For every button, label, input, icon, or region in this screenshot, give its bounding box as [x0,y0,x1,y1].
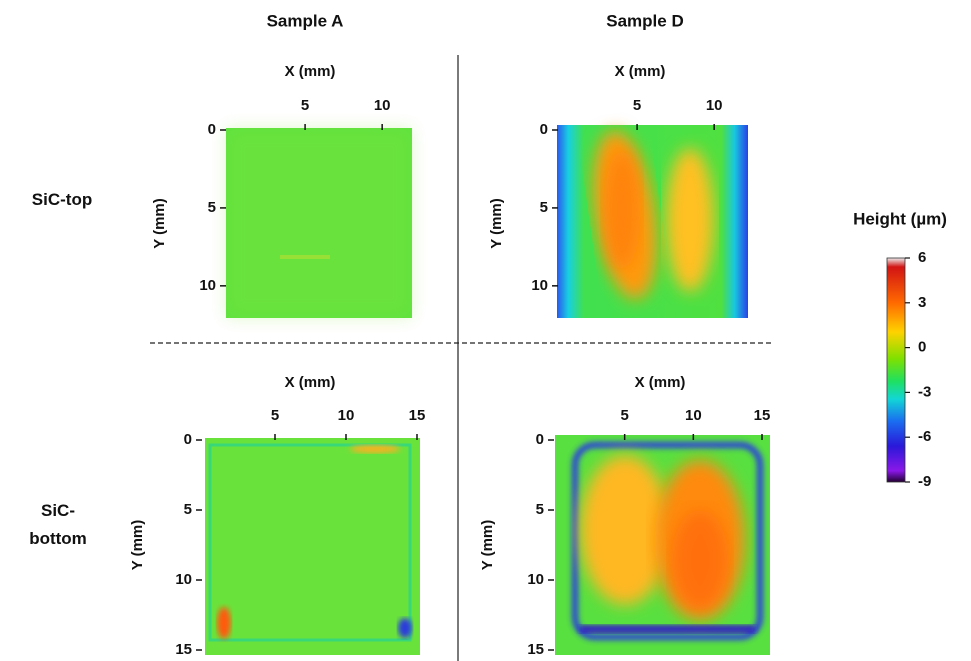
x-tick-label: 15 [754,407,771,424]
y-tick-label: 10 [199,277,216,294]
x-tick-label: 10 [338,407,355,424]
row-label: SiC-top [31,190,93,209]
colorbar-tick-label: 0 [918,339,926,356]
y-tick-label: 10 [175,571,192,588]
y-axis-label: Y (mm) [479,520,496,571]
colorbar-tick-label: -6 [918,428,931,445]
colorbar-title: Height (µm) [853,209,947,228]
y-tick-label: 5 [208,199,216,216]
column-title: Sample D [606,11,683,30]
x-tick-label: 15 [409,407,426,424]
x-tick-label: 5 [633,97,641,114]
heatmap [555,435,770,655]
y-tick-label: 5 [184,501,192,518]
heatmap [557,125,748,318]
heatmap [205,438,420,655]
x-axis-label: X (mm) [615,63,666,80]
colorbar-tick-label: -9 [918,473,931,490]
y-tick-label: 0 [540,121,548,138]
y-tick-label: 15 [175,641,192,658]
x-tick-label: 10 [706,97,723,114]
x-axis-label: X (mm) [285,63,336,80]
x-tick-label: 5 [271,407,279,424]
y-tick-label: 0 [208,121,216,138]
y-axis-label: Y (mm) [151,198,168,249]
y-tick-label: 10 [527,571,544,588]
colorbar-tick-label: 3 [918,294,926,311]
x-tick-label: 10 [374,97,391,114]
x-axis-label: X (mm) [285,374,336,391]
y-tick-label: 5 [540,199,548,216]
colorbar [886,257,906,483]
column-title: Sample A [267,11,344,30]
row-label: SiC- bottom [29,501,87,548]
y-tick-label: 5 [536,501,544,518]
x-tick-label: 10 [685,407,702,424]
colorbar-tick-label: 6 [918,249,926,266]
y-axis-label: Y (mm) [488,198,505,249]
x-tick-label: 5 [301,97,309,114]
y-tick-label: 10 [531,277,548,294]
x-tick-label: 5 [620,407,628,424]
y-tick-label: 0 [184,431,192,448]
colorbar-tick-label: -3 [918,383,931,400]
y-tick-label: 15 [527,641,544,658]
y-tick-label: 0 [536,431,544,448]
heatmap [226,128,412,318]
x-axis-label: X (mm) [635,374,686,391]
y-axis-label: Y (mm) [129,520,146,571]
